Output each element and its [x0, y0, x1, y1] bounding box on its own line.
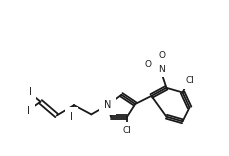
- Text: N: N: [103, 100, 111, 110]
- Text: Cl: Cl: [122, 126, 131, 135]
- Text: I: I: [27, 106, 30, 116]
- Text: O: O: [158, 51, 165, 60]
- Text: I: I: [28, 88, 31, 98]
- Text: I: I: [70, 112, 73, 122]
- Text: Cl: Cl: [184, 76, 193, 85]
- Text: O: O: [144, 60, 151, 69]
- Text: N: N: [158, 65, 164, 74]
